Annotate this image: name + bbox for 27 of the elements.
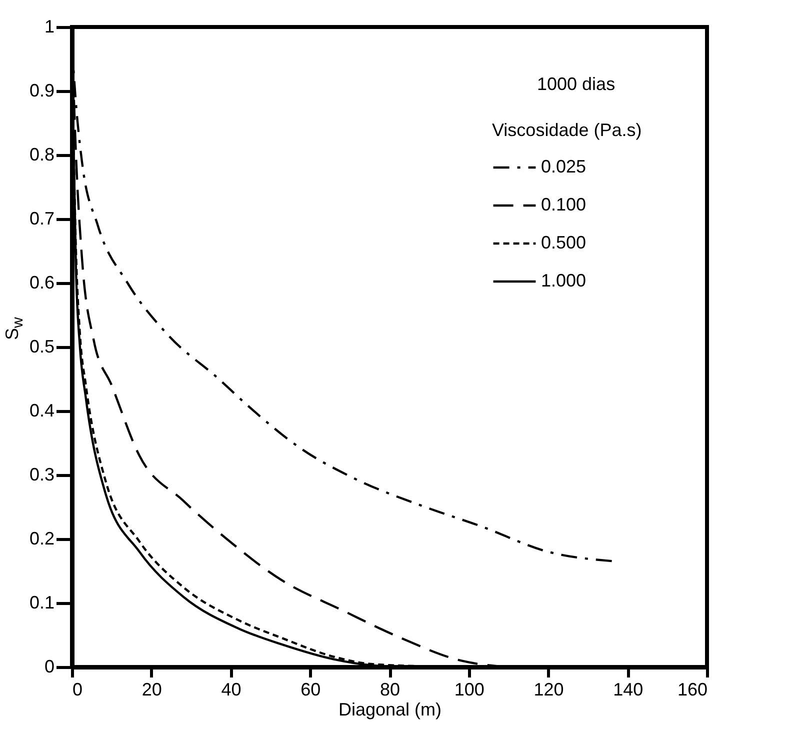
y-tick-label: 0.4 [29, 400, 54, 420]
x-tick-label: 80 [380, 680, 400, 700]
y-tick-label: 0 [44, 656, 54, 676]
x-axis-title: Diagonal (m) [338, 700, 442, 720]
y-tick-label: 0.2 [29, 528, 54, 548]
legend-label: 0.025 [541, 156, 586, 176]
legend-title: Viscosidade (Pa.s) [492, 120, 642, 140]
x-tick-label: 160 [677, 680, 708, 700]
x-tick-label: 100 [454, 680, 484, 700]
x-tick-label: 60 [300, 680, 321, 700]
y-tick-label: 0.5 [29, 336, 54, 356]
y-tick-label: 0.3 [29, 464, 54, 484]
x-tick-label: 120 [534, 680, 564, 700]
x-tick-label: 140 [613, 680, 644, 700]
x-tick-label: 0 [72, 680, 83, 700]
y-tick-label: 0.6 [29, 272, 54, 292]
y-tick-label: 0.8 [29, 144, 54, 164]
y-tick-label: 0.1 [29, 592, 54, 612]
annotation: 1000 dias [537, 74, 616, 94]
y-tick-label: 1 [44, 16, 54, 36]
legend-label: 1.000 [541, 270, 586, 290]
x-tick-label: 40 [221, 680, 242, 700]
y-tick-label: 0.7 [29, 208, 54, 228]
legend-label: 0.500 [541, 232, 586, 252]
y-tick-label: 0.9 [29, 80, 54, 100]
x-tick-label: 20 [142, 680, 162, 700]
legend-label: 0.100 [541, 194, 586, 214]
